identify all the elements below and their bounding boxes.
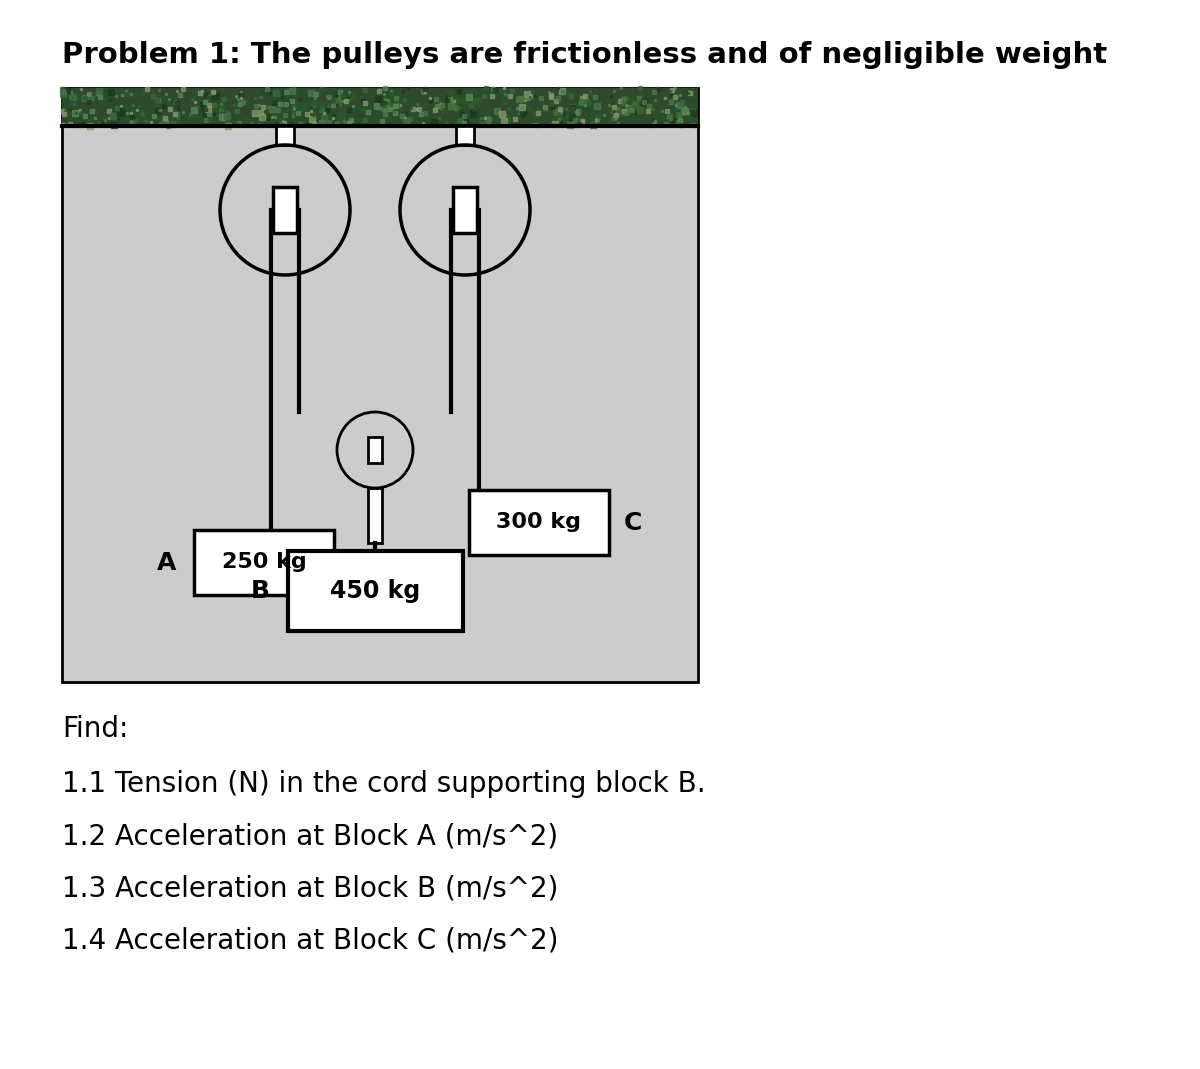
Bar — [62, 88, 698, 126]
Text: 300 kg: 300 kg — [497, 512, 582, 532]
Text: 250 kg: 250 kg — [222, 553, 306, 573]
Bar — [367, 437, 383, 463]
Bar — [194, 530, 334, 595]
Text: 1.1 Tension (N) in the cord supporting block B.: 1.1 Tension (N) in the cord supporting b… — [62, 770, 706, 797]
Text: 1.4 Acceleration at Block C (m/s^2): 1.4 Acceleration at Block C (m/s^2) — [62, 926, 558, 954]
Bar — [469, 490, 610, 555]
Text: 450 kg: 450 kg — [330, 579, 420, 603]
Bar — [272, 187, 298, 233]
Bar — [276, 126, 294, 145]
Text: 1.2 Acceleration at Block A (m/s^2): 1.2 Acceleration at Block A (m/s^2) — [62, 822, 558, 850]
Text: B: B — [251, 579, 270, 603]
Bar — [456, 126, 474, 145]
Text: Problem 1: The pulleys are frictionless and of negligible weight: Problem 1: The pulleys are frictionless … — [62, 41, 1108, 69]
Bar — [452, 187, 478, 233]
Bar — [368, 489, 382, 543]
Text: A: A — [157, 551, 176, 574]
Text: Find:: Find: — [62, 715, 128, 743]
Bar — [288, 551, 462, 631]
Bar — [62, 88, 698, 682]
Text: 1.3 Acceleration at Block B (m/s^2): 1.3 Acceleration at Block B (m/s^2) — [62, 874, 558, 902]
Text: C: C — [624, 511, 642, 534]
